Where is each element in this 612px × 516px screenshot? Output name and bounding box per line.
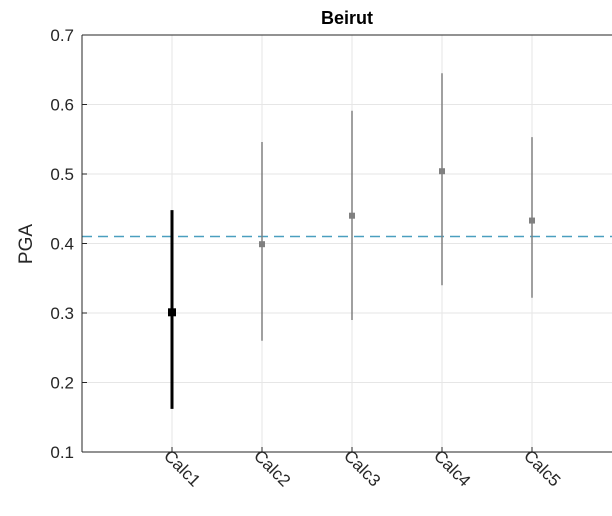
y-axis-label: PGA — [16, 224, 37, 264]
point-calc4 — [439, 168, 445, 175]
x-tick-label-calc4: Calc4 — [430, 446, 474, 490]
y-tick-labels: 0.1 0.2 0.3 0.4 0.5 0.6 0.7 — [50, 26, 74, 462]
y-tick-label: 0.1 — [50, 443, 74, 462]
point-calc2 — [259, 241, 265, 248]
x-tick-label-calc1: Calc1 — [160, 446, 204, 490]
y-tick-label: 0.2 — [50, 374, 74, 393]
y-tick-label: 0.5 — [50, 165, 74, 184]
y-tick-label: 0.6 — [50, 96, 74, 115]
x-tick-labels: Calc1 Calc2 Calc3 Calc4 Calc5 — [160, 446, 564, 490]
series — [168, 73, 535, 409]
x-tick-label-calc5: Calc5 — [520, 446, 564, 490]
x-tick-label-calc2: Calc2 — [250, 446, 294, 490]
y-tick-label: 0.3 — [50, 304, 74, 323]
point-calc1 — [168, 308, 176, 317]
chart-title: Beirut — [321, 8, 373, 28]
y-tick-label: 0.7 — [50, 26, 74, 45]
axes — [81, 34, 612, 453]
point-calc3 — [349, 212, 355, 219]
point-calc5 — [529, 217, 535, 224]
y-tick-label: 0.4 — [50, 235, 74, 254]
x-tick-label-calc3: Calc3 — [340, 446, 384, 490]
